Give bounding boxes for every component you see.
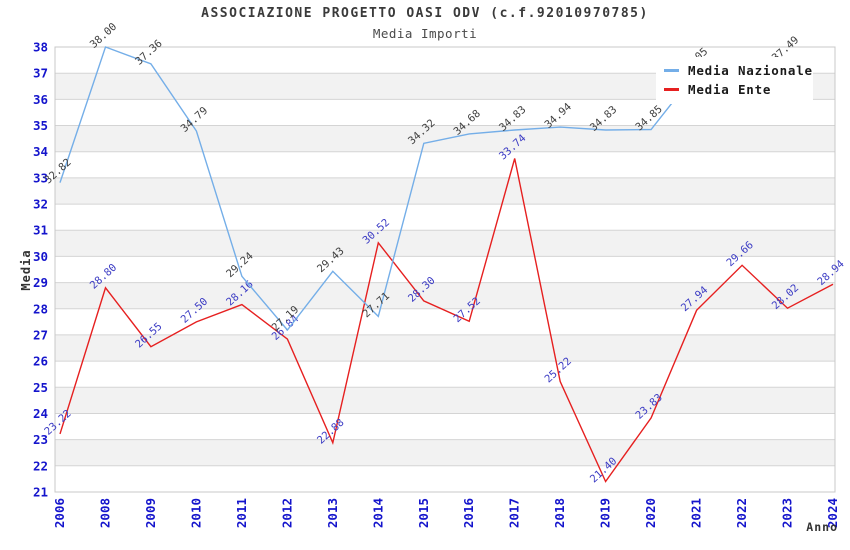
plot-band: [55, 230, 835, 257]
y-tick-label: 35: [33, 118, 48, 133]
y-tick-label: 38: [33, 40, 48, 55]
x-tick-label: 2019: [598, 498, 613, 528]
y-tick-label: 28: [33, 301, 48, 316]
y-tick-label: 24: [33, 406, 48, 421]
x-tick-label: 2009: [143, 498, 158, 528]
legend-label-media-nazionale: Media Nazionale: [688, 63, 813, 78]
x-tick-label: 2024: [825, 498, 840, 528]
x-tick-label: 2020: [643, 498, 658, 528]
y-tick-label: 31: [33, 223, 48, 238]
x-tick-label: 2018: [552, 498, 567, 528]
legend-swatch-ente-icon: [664, 88, 679, 91]
x-tick-label: 2014: [370, 498, 385, 528]
x-tick-label: 2017: [507, 498, 522, 528]
legend-item-media-nazionale: Media Nazionale: [664, 61, 813, 80]
data-label-media-nazionale: 38.00: [88, 21, 120, 51]
x-tick-label: 2006: [52, 498, 67, 528]
plot-band: [55, 177, 835, 205]
series-line-media-ente: [59, 158, 834, 483]
y-tick-label: 34: [33, 144, 48, 159]
x-tick-label: 2011: [234, 498, 249, 528]
y-tick-label: 30: [33, 249, 48, 264]
y-tick-label: 37: [33, 66, 48, 81]
y-tick-label: 23: [33, 432, 48, 447]
y-tick-label: 21: [33, 485, 48, 500]
x-tick-label: 2012: [279, 498, 294, 528]
x-axis-title: Anno: [806, 520, 838, 534]
y-tick-label: 26: [33, 354, 48, 369]
x-tick-label: 2010: [188, 498, 203, 528]
series-line-media-nazionale: [59, 46, 788, 332]
y-tick-label: 33: [33, 170, 48, 185]
y-tick-label: 27: [33, 327, 48, 342]
plot-band: [55, 282, 835, 309]
chart-subtitle: Media Importi: [372, 26, 478, 41]
legend-item-media-ente: Media Ente: [664, 80, 813, 99]
x-tick-label: 2015: [416, 498, 431, 528]
plot-band: [55, 334, 835, 362]
plot-border: [54, 46, 836, 493]
legend-label-media-ente: Media Ente: [688, 82, 772, 97]
x-tick-label: 2008: [98, 498, 113, 528]
x-tick-label: 2013: [325, 498, 340, 528]
x-tick-label: 2021: [689, 498, 704, 528]
plot-band: [55, 387, 835, 414]
y-tick-label: 22: [33, 458, 48, 473]
x-tick-label: 2016: [461, 498, 476, 528]
y-tick-label: 29: [33, 275, 48, 290]
x-tick-label: 2022: [734, 498, 749, 528]
y-tick-label: 36: [33, 92, 48, 107]
x-tick-label: 2023: [780, 498, 795, 528]
y-axis-title: Media: [19, 249, 33, 290]
y-tick-label: 25: [33, 380, 48, 395]
legend-swatch-nazionale-icon: [664, 69, 679, 72]
plot-band: [55, 439, 835, 466]
y-tick-label: 32: [33, 197, 48, 212]
legend: Media Nazionale Media Ente: [656, 57, 813, 104]
chart-title: ASSOCIAZIONE PROGETTO OASI ODV (c.f.9201…: [201, 6, 649, 21]
